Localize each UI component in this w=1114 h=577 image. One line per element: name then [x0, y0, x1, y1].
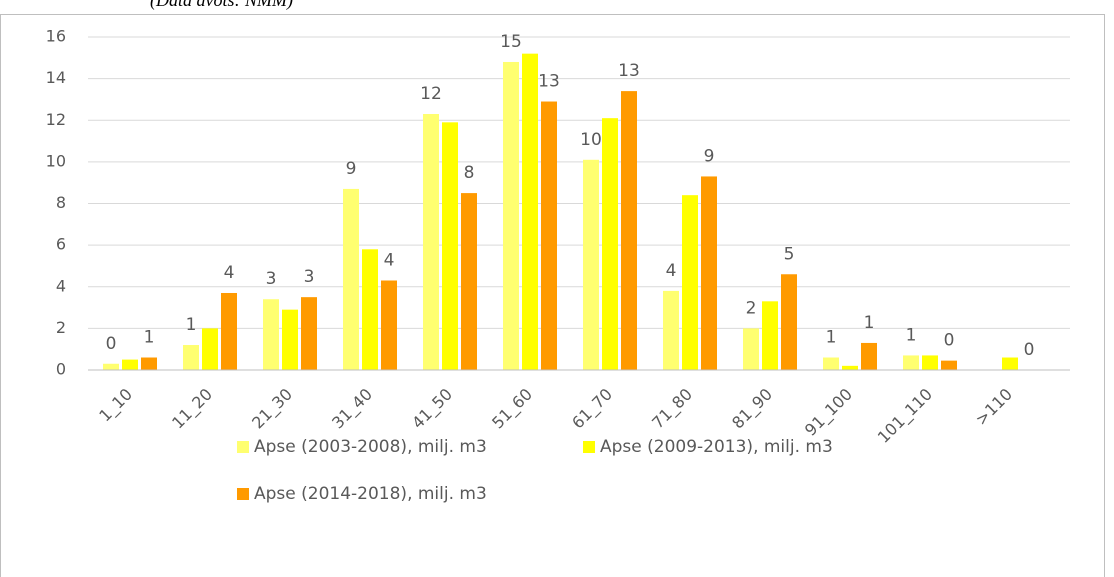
bar — [861, 342, 877, 370]
data-label: 0 — [944, 331, 955, 351]
legend-label: Apse (2003-2008), milj. m3 — [254, 437, 487, 457]
data-label: 13 — [538, 72, 560, 92]
bar — [461, 193, 477, 370]
bar — [362, 249, 378, 370]
bar — [701, 176, 717, 370]
y-tick-label: 0 — [56, 360, 66, 379]
bar — [122, 359, 138, 370]
data-label: 12 — [420, 84, 442, 104]
data-label: 10 — [580, 130, 602, 150]
data-label: 1 — [186, 315, 197, 335]
bar — [743, 328, 759, 370]
data-label: 15 — [500, 32, 522, 52]
bar — [941, 360, 957, 370]
bar — [301, 297, 317, 370]
y-tick-label: 2 — [56, 318, 66, 337]
data-label: 9 — [346, 159, 357, 179]
bar — [583, 159, 599, 370]
data-label: 3 — [304, 267, 315, 287]
legend-swatch — [237, 441, 249, 453]
bar — [423, 114, 439, 370]
y-tick-label: 16 — [46, 27, 66, 46]
bar — [903, 355, 919, 370]
bar — [762, 301, 778, 370]
bar — [842, 365, 858, 370]
bar — [343, 188, 359, 370]
y-tick-label: 14 — [46, 68, 66, 87]
bar — [282, 309, 298, 370]
bar — [503, 61, 519, 370]
y-tick-label: 8 — [56, 193, 66, 212]
source-note: (Data avots: NMM) — [150, 0, 293, 11]
y-tick-label: 10 — [46, 151, 66, 170]
bar — [183, 345, 199, 370]
bar — [663, 290, 679, 370]
bar — [141, 357, 157, 370]
bar — [442, 122, 458, 370]
data-label: 3 — [266, 269, 277, 289]
bar — [621, 91, 637, 371]
bar — [522, 53, 538, 371]
data-label: 9 — [704, 146, 715, 166]
y-tick-label: 12 — [46, 110, 66, 129]
bar — [602, 118, 618, 370]
data-label: 1 — [826, 328, 837, 348]
data-label: 0 — [1024, 340, 1035, 360]
y-tick-label: 4 — [56, 276, 66, 295]
bar — [221, 292, 237, 370]
legend-label: Apse (2009-2013), milj. m3 — [600, 437, 833, 457]
bar — [781, 274, 797, 370]
bar — [381, 280, 397, 370]
bar — [823, 357, 839, 370]
data-label: 13 — [618, 61, 640, 81]
legend-swatch — [237, 488, 249, 500]
legend-swatch — [583, 441, 595, 453]
data-label: 1 — [906, 325, 917, 345]
data-label: 4 — [224, 263, 235, 283]
data-label: 2 — [746, 298, 757, 318]
legend-label: Apse (2014-2018), milj. m3 — [254, 484, 487, 504]
data-label: 4 — [666, 261, 677, 281]
bar — [541, 101, 557, 371]
data-label: 8 — [464, 163, 475, 183]
bar — [682, 195, 698, 370]
data-label: 1 — [864, 313, 875, 333]
bar — [922, 355, 938, 370]
data-label: 4 — [384, 251, 395, 271]
data-label: 1 — [144, 328, 155, 348]
data-label: 0 — [106, 334, 117, 354]
bar — [103, 363, 119, 370]
bar — [263, 299, 279, 370]
bar — [202, 328, 218, 370]
bar — [1002, 357, 1018, 370]
y-tick-label: 6 — [56, 235, 66, 254]
data-label: 5 — [784, 244, 795, 264]
